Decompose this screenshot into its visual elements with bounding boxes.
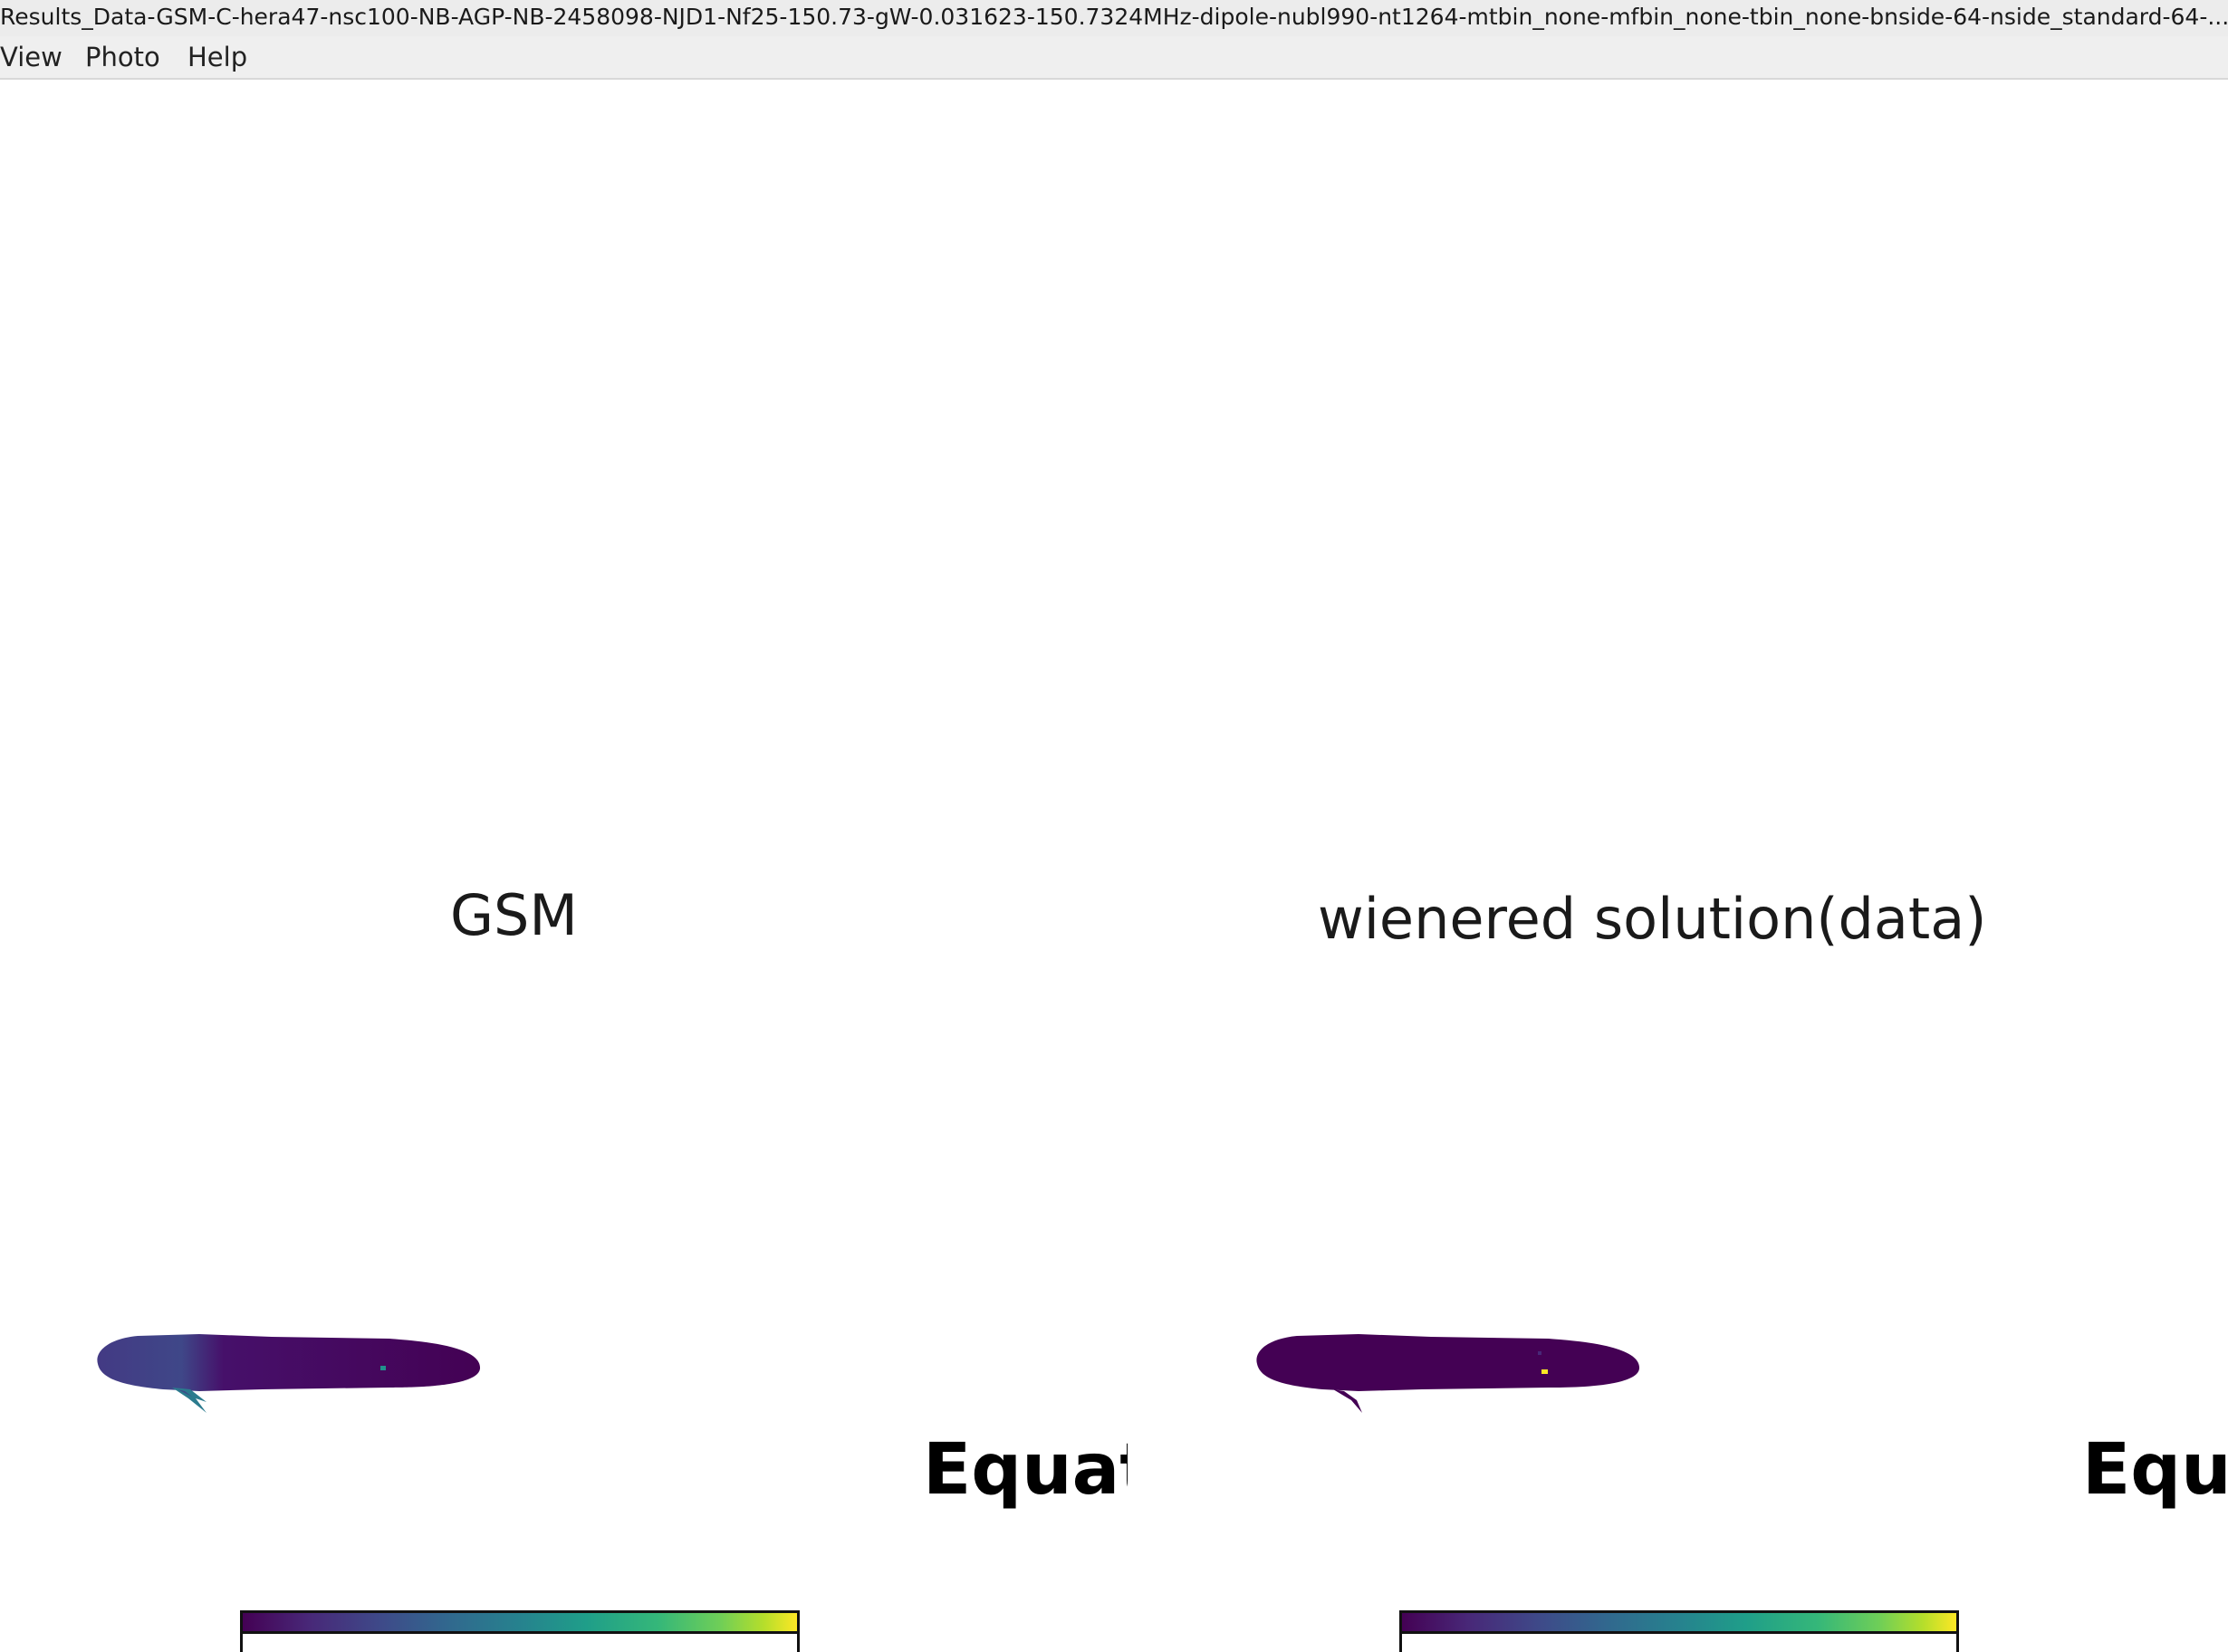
menu-photo[interactable]: Photo xyxy=(85,42,160,72)
skymap-gsm xyxy=(97,1334,481,1413)
skymap-wienered xyxy=(1256,1334,1640,1413)
colorbar-tick xyxy=(1399,1632,1402,1652)
projection-label-wienered: Equ xyxy=(2082,1429,2228,1511)
menu-help[interactable]: Help xyxy=(187,42,248,72)
title-bar: Results_Data-GSM-C-hera47-nsc100-NB-AGP-… xyxy=(0,0,2228,36)
colorbar-gsm xyxy=(240,1610,800,1634)
colorbar-tick xyxy=(797,1632,800,1652)
colorbar-wienered xyxy=(1399,1610,1959,1634)
colorbar-tick xyxy=(240,1632,243,1652)
image-canvas: GSM Equat wienered solution(data) xyxy=(0,80,2228,1652)
panel-title-gsm: GSM xyxy=(450,882,578,948)
window-title: Results_Data-GSM-C-hera47-nsc100-NB-AGP-… xyxy=(0,4,2228,30)
menu-bar: View Photo Help xyxy=(0,36,2228,80)
panel-title-wienered: wienered solution(data) xyxy=(1318,886,1987,952)
colorbar-tick xyxy=(1956,1632,1959,1652)
menu-view[interactable]: View xyxy=(0,42,62,72)
projection-label-gsm: Equat xyxy=(923,1429,1128,1511)
